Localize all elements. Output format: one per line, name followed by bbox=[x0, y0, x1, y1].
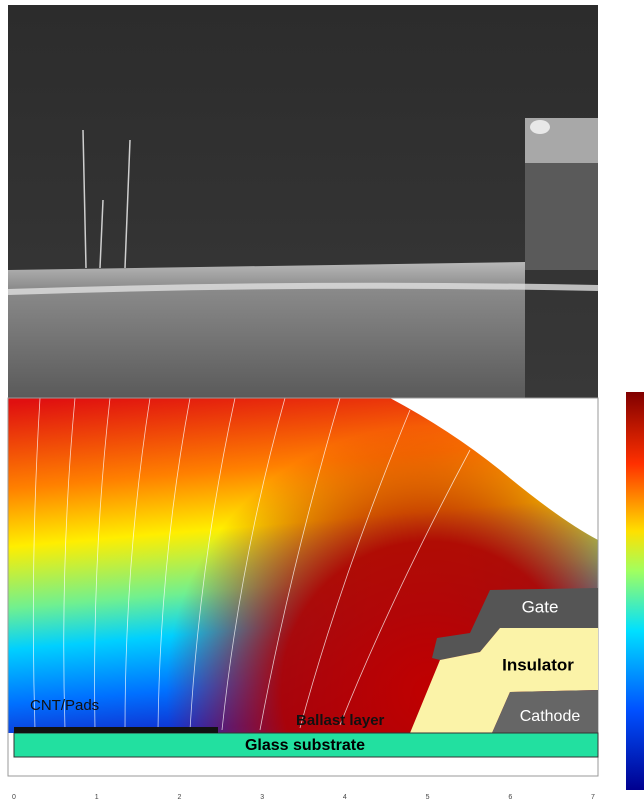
cathode-label: Cathode bbox=[520, 708, 581, 725]
insulator-label: Insulator bbox=[502, 655, 574, 674]
sem-image bbox=[8, 5, 598, 398]
colorbar bbox=[626, 392, 644, 790]
x-tick-label: 5 bbox=[426, 794, 430, 801]
x-tick-label: 6 bbox=[508, 794, 512, 801]
x-tick-label: 3 bbox=[260, 794, 264, 801]
figure: Gate Insulator Cathode CNT/Pads Ballast … bbox=[0, 0, 644, 804]
x-tick-label: 2 bbox=[177, 794, 181, 801]
ballast-label: Ballast layer bbox=[296, 712, 385, 729]
x-tick-label: 7 bbox=[591, 794, 595, 801]
x-tick-label: 0 bbox=[12, 794, 16, 801]
cnt-label: CNT/Pads bbox=[30, 697, 99, 714]
x-tick-label: 1 bbox=[95, 794, 99, 801]
gate-label: Gate bbox=[522, 597, 559, 616]
substrate-label: Glass substrate bbox=[245, 737, 365, 754]
x-tick-label: 4 bbox=[343, 794, 347, 801]
